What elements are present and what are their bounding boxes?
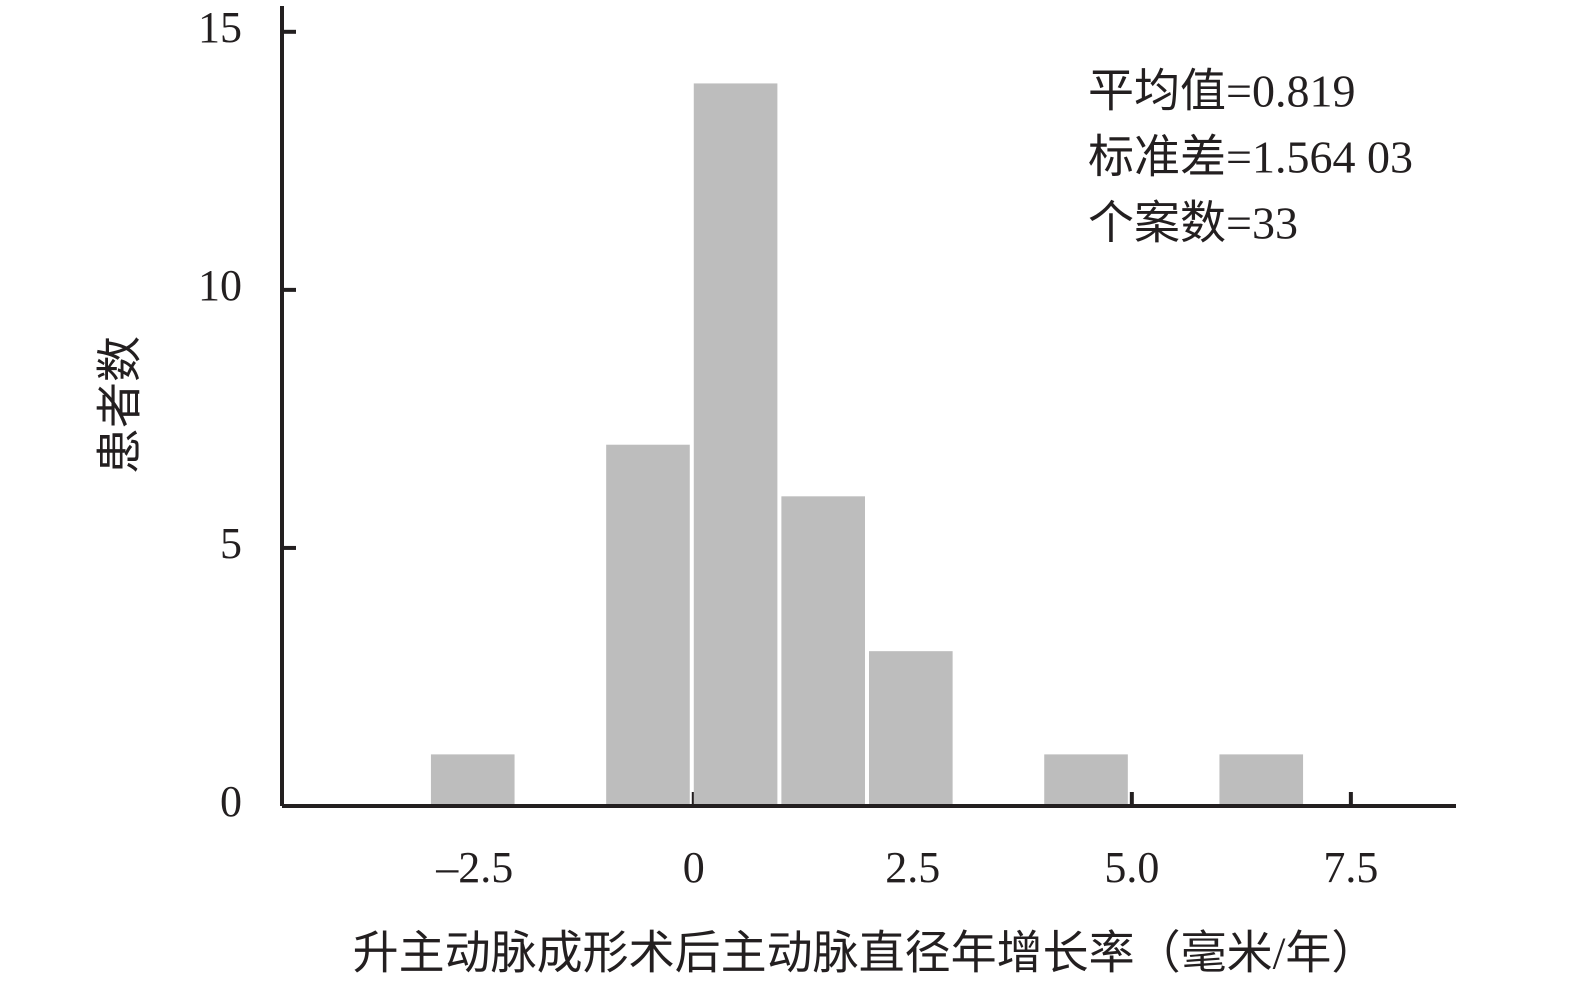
bar	[1219, 754, 1304, 806]
annotation: 标准差=1.564 03	[1088, 132, 1413, 183]
y-axis-title: 患者数	[95, 336, 146, 474]
y-tick-label: 10	[198, 261, 242, 310]
x-tick-label: 5.0	[1104, 843, 1159, 892]
bar	[781, 496, 865, 806]
annotation: 平均值=0.819	[1088, 66, 1355, 117]
bar	[606, 444, 690, 806]
x-tick-label: 0	[683, 843, 705, 892]
x-tick-label: 7.5	[1323, 843, 1378, 892]
x-axis-title: 升主动脉成形术后主动脉直径年增长率（毫米/年）	[353, 928, 1378, 979]
y-tick-label: 15	[198, 3, 242, 52]
y-tick-label: 0	[220, 777, 242, 826]
bar	[693, 83, 778, 806]
bar	[869, 651, 953, 806]
bar	[430, 754, 515, 806]
y-tick-label: 5	[220, 519, 242, 568]
x-tick-label: –2.5	[435, 843, 513, 892]
x-tick-label: 2.5	[885, 843, 940, 892]
bar	[1044, 754, 1128, 806]
annotation: 个案数=33	[1088, 198, 1298, 249]
